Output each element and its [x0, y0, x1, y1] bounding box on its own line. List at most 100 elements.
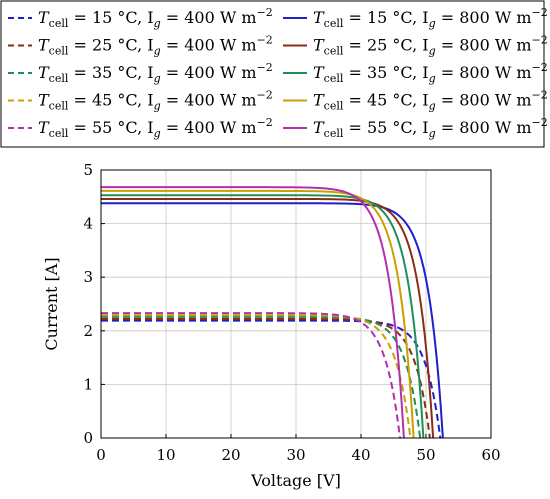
legend-text-part: = 15 °C, I	[68, 8, 153, 27]
series-line-7	[101, 197, 435, 439]
legend-text-part: −2	[257, 61, 273, 74]
y-tick-label: 0	[83, 429, 93, 447]
legend-text-part: cell	[49, 17, 69, 30]
legend-text-part: = 400 W m	[161, 36, 257, 55]
legend-text-part: cell	[324, 45, 344, 58]
y-axis-ticks: 0 1 2 3 4 5	[83, 161, 105, 447]
x-tick-label: 30	[286, 446, 305, 464]
legend-text-part: −2	[532, 89, 548, 102]
legend-text-part: = 25 °C, I	[68, 36, 153, 55]
series-line-3	[101, 315, 422, 439]
legend-text-part: −2	[257, 89, 273, 102]
legend-entry-label: Tcell = 35 °C, Ig = 800 W m−2	[313, 61, 548, 85]
series-line-4	[101, 314, 412, 439]
legend-text-part: = 55 °C, I	[68, 118, 153, 137]
legend-text-part: T	[313, 8, 325, 27]
series-line-8	[101, 194, 425, 439]
legend-text-part: −2	[257, 6, 273, 19]
legend-text-part: T	[38, 63, 50, 82]
y-tick-label: 3	[83, 268, 93, 286]
legend-text-part: g	[154, 100, 161, 113]
legend-text-part: g	[154, 45, 161, 58]
legend-entry-label: Tcell = 55 °C, Ig = 800 W m−2	[313, 116, 548, 140]
legend-text-part: −2	[257, 116, 273, 129]
x-tick-label: 50	[416, 446, 435, 464]
y-tick-label: 2	[83, 322, 93, 340]
legend-text-part: = 45 °C, I	[343, 91, 428, 110]
legend-text-part: = 55 °C, I	[343, 118, 428, 137]
series-line-9	[101, 189, 415, 439]
legend-text-part: = 400 W m	[161, 118, 257, 137]
legend-text-part: T	[313, 91, 325, 110]
series-line-2	[101, 318, 431, 439]
legend-text-part: T	[38, 118, 50, 137]
x-axis-ticks: 0 10 20 30 40 50 60	[96, 434, 501, 464]
legend-text-part: cell	[324, 72, 344, 85]
legend-entry-label: Tcell = 15 °C, Ig = 400 W m−2	[38, 6, 273, 30]
y-axis-label: Current [A]	[42, 257, 61, 350]
legend-entry-label: Tcell = 15 °C, Ig = 800 W m−2	[313, 6, 548, 30]
legend-text-part: cell	[324, 127, 344, 140]
legend-text-part: g	[429, 72, 436, 85]
y-tick-label: 4	[83, 215, 93, 233]
legend-text-part: g	[154, 72, 161, 85]
legend-text-part: g	[429, 100, 436, 113]
legend-box	[0, 0, 545, 148]
legend-text-part: cell	[324, 100, 344, 113]
legend-entry-label: Tcell = 45 °C, Ig = 800 W m−2	[313, 89, 548, 113]
legend-text-part: cell	[49, 72, 69, 85]
data-series	[101, 186, 444, 439]
legend-entry-label: Tcell = 35 °C, Ig = 400 W m−2	[38, 61, 273, 85]
legend-text-part: = 800 W m	[436, 36, 532, 55]
grid-lines	[100, 169, 492, 439]
legend-text-part: = 800 W m	[436, 8, 532, 27]
x-tick-label: 60	[481, 446, 500, 464]
legend-text-part: = 800 W m	[436, 118, 532, 137]
y-tick-label: 1	[83, 375, 93, 393]
legend-text-part: cell	[49, 45, 69, 58]
legend-text-part: g	[429, 17, 436, 30]
legend-text-part: T	[38, 36, 50, 55]
legend-text-part: −2	[257, 34, 273, 47]
legend-text-part: T	[38, 91, 50, 110]
legend-text-part: T	[313, 63, 325, 82]
legend-text-part: = 800 W m	[436, 63, 532, 82]
legend-text-part: −2	[532, 61, 548, 74]
legend-text-part: g	[154, 127, 161, 140]
legend-text-part: = 35 °C, I	[343, 63, 428, 82]
x-tick-label: 20	[221, 446, 240, 464]
legend-text-part: g	[429, 127, 436, 140]
legend-text-part: cell	[49, 127, 69, 140]
legend-text-part: g	[154, 17, 161, 30]
x-tick-label: 10	[156, 446, 175, 464]
legend-text-part: = 45 °C, I	[68, 91, 153, 110]
x-axis-label: Voltage [V]	[250, 471, 341, 490]
y-tick-label: 5	[83, 161, 93, 179]
legend-entry-label: Tcell = 55 °C, Ig = 400 W m−2	[38, 116, 273, 140]
legend-text-part: cell	[324, 17, 344, 30]
series-line-1	[101, 319, 442, 439]
legend-text-part: T	[313, 118, 325, 137]
x-tick-label: 40	[351, 446, 370, 464]
legend-entry-label: Tcell = 45 °C, Ig = 400 W m−2	[38, 89, 273, 113]
legend-text-part: = 400 W m	[161, 91, 257, 110]
legend-text-part: = 25 °C, I	[343, 36, 428, 55]
legend-text-part: = 35 °C, I	[68, 63, 153, 82]
legend-text-part: = 15 °C, I	[343, 8, 428, 27]
legend-entry-label: Tcell = 25 °C, Ig = 800 W m−2	[313, 34, 548, 58]
series-line-10	[101, 186, 405, 439]
legend-text-part: −2	[532, 34, 548, 47]
legend-text-part: g	[429, 45, 436, 58]
legend-text-part: T	[38, 8, 50, 27]
x-tick-label: 0	[96, 446, 106, 464]
legend-text-part: = 400 W m	[161, 63, 257, 82]
legend-text-part: cell	[49, 100, 69, 113]
legend-text-part: −2	[532, 6, 548, 19]
legend-entry-label: Tcell = 25 °C, Ig = 400 W m−2	[38, 34, 273, 58]
series-line-5	[101, 312, 401, 439]
legend-text-part: = 800 W m	[436, 91, 532, 110]
legend-text-part: T	[313, 36, 325, 55]
